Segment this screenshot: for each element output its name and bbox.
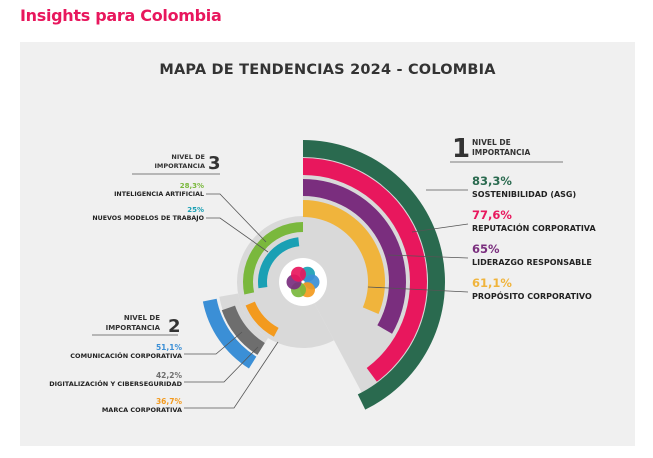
series-name: REPUTACIÓN CORPORATIVA [472,222,596,233]
value-label: 28,3% [180,182,204,190]
level-label-3: NIVEL DE [171,153,205,161]
arc-1-group2 [221,305,265,355]
level-number-2: 2 [168,316,181,337]
radial-trend-chart: 1 NIVEL DEIMPORTANCIA83,3%SOSTENIBILIDAD … [49,134,596,414]
chart-title: MAPA DE TENDENCIAS 2024 - COLOMBIA [159,62,496,78]
arc-0-group1 [303,140,445,410]
level-label-2: IMPORTANCIA [106,324,161,332]
leader-line [184,341,279,409]
level-label-1: IMPORTANCIA [472,148,530,157]
level-number-3: 3 [208,153,221,174]
value-label: 42,2% [156,371,183,380]
series-name: INTELIGENCIA ARTIFICIAL [114,191,204,198]
arc-2-group2 [245,301,279,337]
arc-3-group1 [303,200,385,314]
page-title: Insights para Colombia [20,6,222,25]
value-label: 83,3% [472,174,512,188]
arc-0-group2 [202,298,257,369]
value-label: 77,6% [472,208,512,222]
value-label: 51,1% [156,343,183,352]
leader-line [206,193,267,243]
value-label: 36,7% [156,397,183,406]
series-name: NUEVOS MODELOS DE TRABAJO [92,215,204,222]
level-label-3: IMPORTANCIA [154,162,205,170]
leader-line [411,223,469,233]
arc-1-group3 [258,237,300,289]
series-name: SOSTENIBILIDAD (ASG) [472,190,576,199]
value-label: 65% [472,242,500,256]
arc-1-group1 [303,158,427,382]
series-name: DIGITALIZACIÓN Y CIBERSEGURIDAD [49,379,182,388]
center-disc [279,258,327,306]
level-number-1: 1 [452,134,470,164]
leader-line [367,286,469,293]
value-label: 25% [187,206,204,214]
leader-line [184,331,243,355]
series-name: COMUNICACIÓN CORPORATIVA [70,351,182,360]
arc-2-group1 [303,179,407,334]
leader-line [206,217,269,253]
level-label-1: NIVEL DE [472,138,511,147]
level-label-2: NIVEL DE [124,314,160,322]
series-name: LIDERAZGO RESPONSABLE [472,258,592,267]
leader-line [184,346,259,383]
value-label: 61,1% [472,276,512,290]
leader-line [387,254,469,259]
center-petal [291,266,306,282]
series-name: PROPÓSITO CORPORATIVO [472,290,592,301]
chart-panel: MAPA DE TENDENCIAS 2024 - COLOMBIA 1 NIVE… [20,42,635,446]
series-name: MARCA CORPORATIVA [102,406,182,414]
arc-0-group3 [243,222,303,295]
